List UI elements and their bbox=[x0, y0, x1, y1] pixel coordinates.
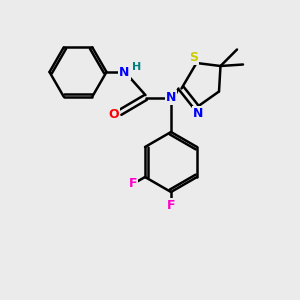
Text: F: F bbox=[129, 177, 138, 190]
Text: N: N bbox=[119, 65, 130, 79]
Text: S: S bbox=[189, 51, 198, 64]
Text: N: N bbox=[193, 107, 203, 120]
Text: F: F bbox=[167, 199, 175, 212]
Text: H: H bbox=[133, 61, 142, 72]
Text: N: N bbox=[166, 91, 176, 104]
Text: O: O bbox=[108, 107, 119, 121]
